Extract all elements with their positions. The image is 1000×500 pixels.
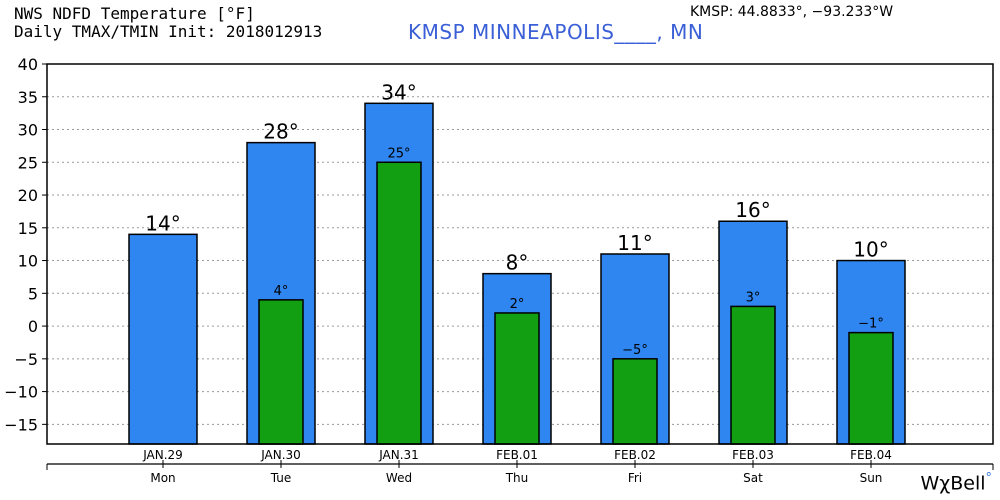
- date-tick-label: FEB.01: [496, 448, 538, 462]
- min-temp-bar: [730, 305, 776, 445]
- min-temp-label: −5°: [622, 343, 648, 358]
- min-temp-label: 3°: [746, 290, 761, 305]
- date-tick-label: FEB.03: [732, 448, 774, 462]
- y-tick-label: 0: [28, 317, 38, 336]
- station-coords: KMSP: 44.8833°, −93.233°W: [690, 4, 894, 20]
- min-temp-label: 25°: [387, 146, 410, 161]
- max-temp-label: 16°: [735, 198, 770, 222]
- chart-title-line2: Daily TMAX/TMIN Init: 2018012913: [14, 22, 323, 41]
- min-temp-bar: [612, 358, 658, 445]
- bar-layer: 14° 28° 4° 34° 25° 8° 2° 11° −5° 16° 3° 10° −1°: [128, 80, 906, 445]
- day-tick-label: Fri: [628, 471, 642, 485]
- date-tick-label: JAN.30: [260, 448, 301, 462]
- day-tick-label: Sat: [743, 471, 763, 485]
- day-tick-label: Sun: [860, 471, 883, 485]
- max-temp-label: 8°: [506, 251, 529, 275]
- y-tick-label: 20: [18, 186, 38, 205]
- brand-dot-icon: °: [985, 470, 993, 486]
- max-temp-bar: [128, 233, 198, 445]
- y-tick-label: 35: [18, 88, 38, 107]
- day-tick-label: Thu: [505, 471, 529, 485]
- min-temp-label: 2°: [510, 297, 525, 312]
- max-temp-label: 34°: [381, 80, 416, 104]
- min-temp-bar: [258, 299, 304, 445]
- date-tick-label: FEB.04: [850, 448, 892, 462]
- max-temp-label: 14°: [145, 211, 180, 235]
- y-tick-label: −5: [14, 350, 38, 369]
- station-name: KMSP MINNEAPOLIS____, MN: [408, 20, 704, 44]
- min-temp-label: 4°: [274, 284, 289, 299]
- min-temp-bar: [494, 312, 540, 445]
- day-tick-label: Tue: [270, 471, 292, 485]
- chart-title-line1: NWS NDFD Temperature [°F]: [14, 4, 255, 23]
- y-tick-label: 25: [18, 153, 38, 172]
- axis-layer: 40 35 30 25 20 15 10 5 0 −5 −10 −15 JAN.29 Mon JAN.30 T…: [4, 55, 994, 485]
- y-tick-label: 10: [18, 252, 38, 271]
- y-tick-label: −10: [4, 383, 38, 402]
- y-tick-label: −15: [4, 415, 38, 434]
- date-tick-label: JAN.29: [142, 448, 183, 462]
- brand-text: WχBell: [920, 472, 986, 494]
- min-temp-bar: [848, 331, 894, 445]
- y-tick-label: 5: [28, 284, 38, 303]
- date-tick-label: JAN.31: [378, 448, 419, 462]
- y-tick-label: 30: [18, 121, 38, 140]
- min-temp-bar: [376, 161, 422, 445]
- max-temp-label: 11°: [617, 231, 652, 255]
- y-tick-label: 40: [18, 55, 38, 74]
- day-tick-label: Wed: [386, 471, 412, 485]
- plot-frame: [46, 63, 994, 445]
- y-tick-label: 15: [18, 219, 38, 238]
- max-temp-label: 28°: [263, 120, 298, 144]
- max-temp-label: 10°: [853, 238, 888, 262]
- date-tick-label: FEB.02: [614, 448, 656, 462]
- brand-logo: WχBell°: [920, 471, 992, 494]
- min-temp-label: −1°: [858, 317, 884, 332]
- day-tick-label: Mon: [150, 471, 175, 485]
